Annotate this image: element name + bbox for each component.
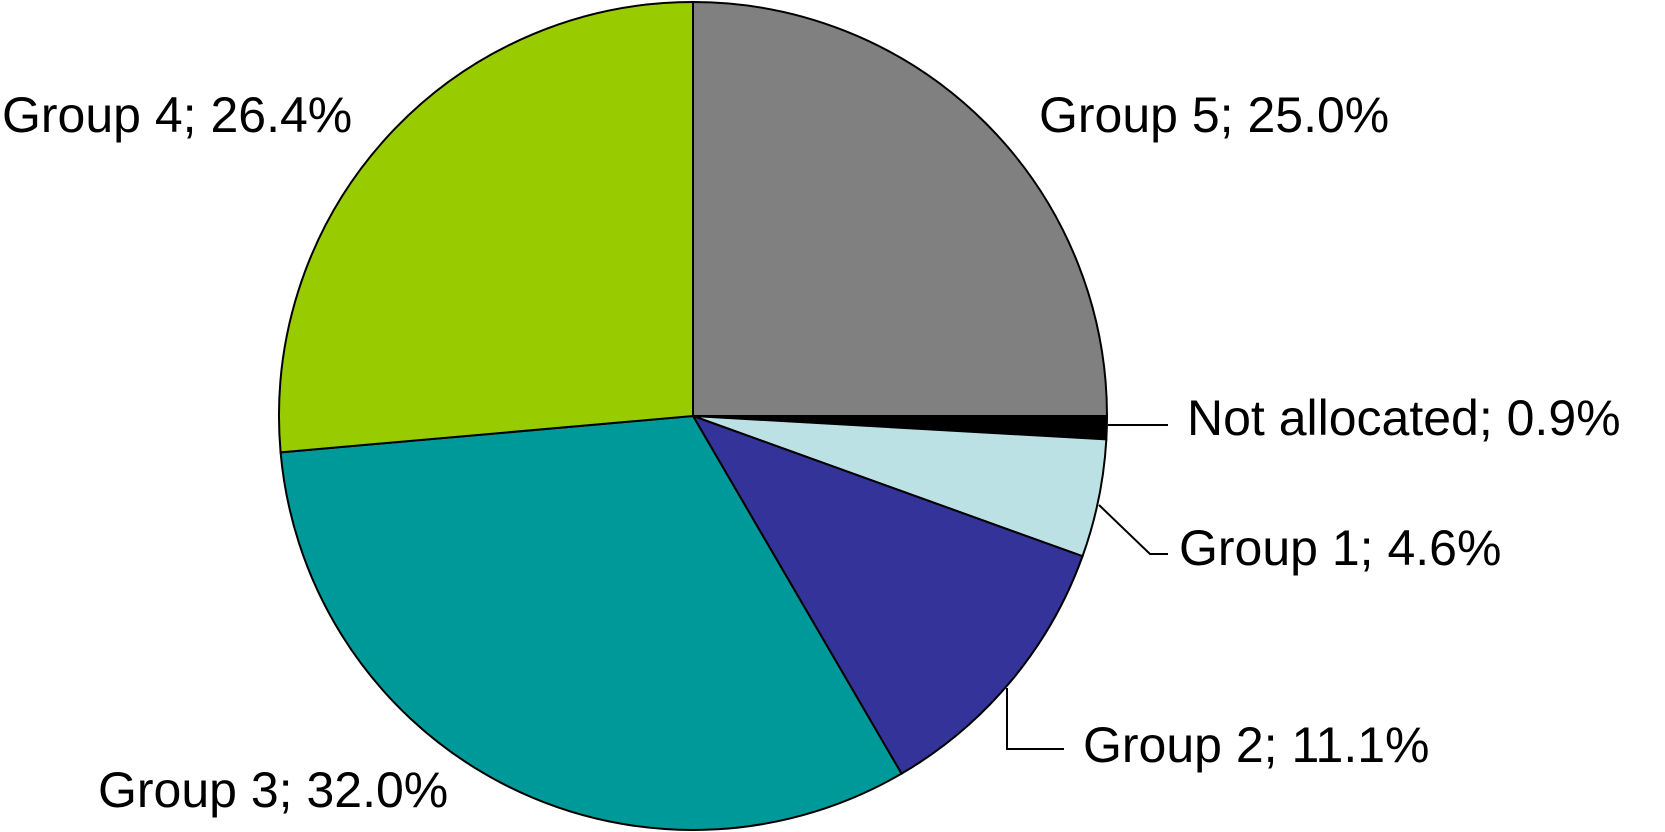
slice-label: Group 1; 4.6% xyxy=(1179,520,1501,576)
pie-slice xyxy=(692,0,1109,417)
leader-line xyxy=(1006,688,1064,750)
slice-label: Group 3; 32.0% xyxy=(98,762,448,818)
slice-label: Group 4; 26.4% xyxy=(2,87,352,143)
slice-label: Group 2; 11.1% xyxy=(1083,717,1430,773)
leader-line xyxy=(1098,504,1168,555)
pie-slice xyxy=(278,0,694,454)
slice-label: Group 5; 25.0% xyxy=(1039,87,1389,143)
slice-label: Not allocated; 0.9% xyxy=(1187,390,1621,446)
pie-slice xyxy=(279,414,903,831)
pie-slice xyxy=(690,414,1084,776)
